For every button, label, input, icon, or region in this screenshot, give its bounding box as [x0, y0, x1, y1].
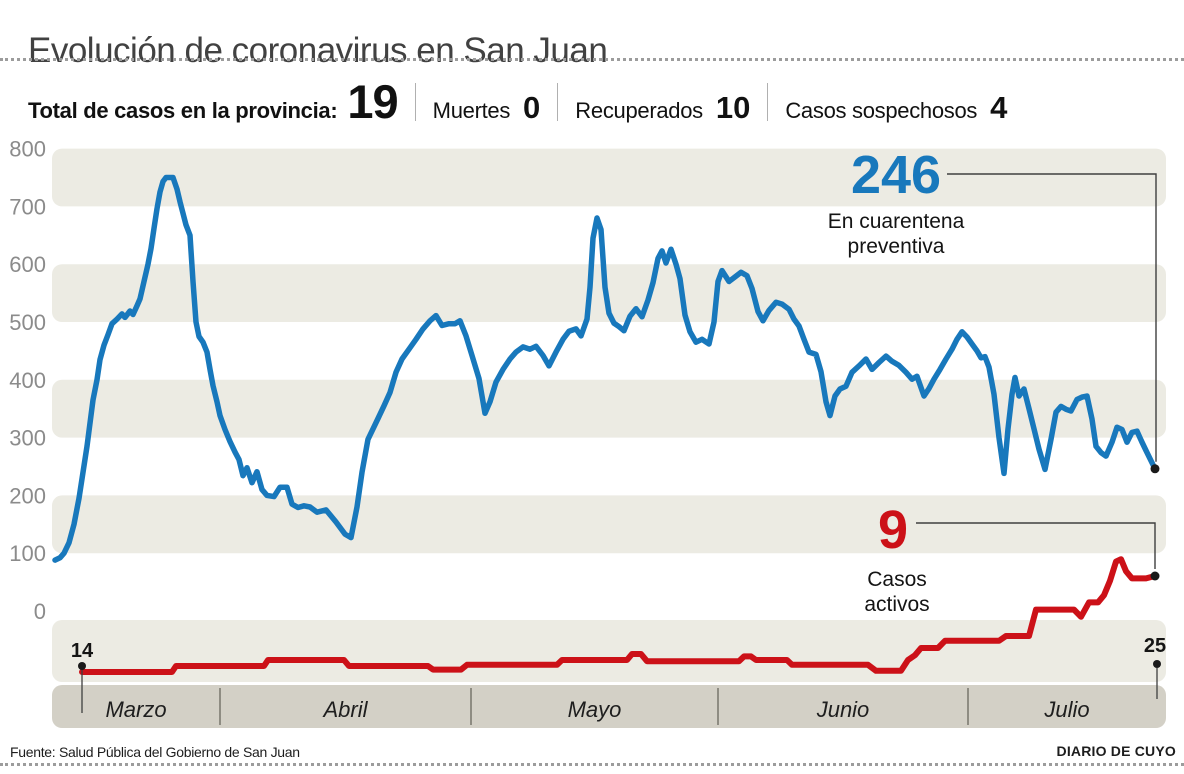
active-annotation-value: 9	[878, 500, 908, 560]
quarantine-annotation-label: En cuarentena	[828, 210, 965, 233]
month-label: Julio	[1043, 697, 1089, 722]
stats-separator	[557, 82, 559, 121]
active-endpoint-dot	[1150, 571, 1160, 581]
stats-separator	[414, 82, 416, 121]
active-cases-band	[52, 620, 1166, 682]
y-axis-tick-label: 0	[34, 599, 46, 624]
dotted-divider-bottom	[0, 763, 1184, 766]
quarantine-annotation-label: preventiva	[848, 235, 945, 258]
grid-stripe	[52, 495, 1166, 554]
month-label: Abril	[321, 697, 368, 722]
quarantine-leader-line	[947, 173, 1157, 462]
dotted-divider-top	[0, 58, 1184, 61]
source-note: Fuente: Salud Pública del Gobierno de Sa…	[10, 744, 300, 760]
active-annotation-label: activos	[864, 593, 929, 616]
y-axis-tick-label: 200	[9, 483, 46, 508]
deaths-label: Muertes	[432, 98, 511, 123]
grid-stripe	[52, 264, 1166, 322]
end-date-dot	[1153, 660, 1161, 668]
total-cases-value: 19	[347, 75, 398, 128]
recovered-label: Recuperados	[575, 98, 703, 123]
active-leader-line	[916, 522, 1156, 569]
end-date-label: 25	[1144, 635, 1166, 657]
month-label: Junio	[816, 697, 870, 722]
start-date-dot	[78, 662, 86, 670]
total-cases-label: Total de casos en la provincia:	[28, 98, 338, 123]
active-cases-line	[79, 556, 1158, 675]
y-axis-tick-label: 700	[9, 194, 46, 219]
active-annotation-label: Casos	[867, 568, 927, 591]
stats-separator	[767, 82, 769, 121]
y-axis-tick-label: 100	[9, 541, 46, 566]
y-axis-tick-label: 800	[9, 137, 46, 162]
y-axis-tick-label: 400	[9, 368, 46, 393]
quarantine-endpoint-dot	[1150, 464, 1160, 474]
quarantine-line	[52, 174, 1158, 563]
recovered-value: 10	[715, 90, 751, 125]
y-axis-tick-label: 300	[9, 426, 46, 451]
page-title: Evolución de coronavirus en San Juan	[28, 31, 608, 71]
publisher-credit: DIARIO DE CUYO	[1056, 743, 1176, 759]
suspected-label: Casos sospechosos	[785, 98, 978, 123]
y-axis-tick-label: 600	[9, 252, 46, 277]
month-axis-band	[52, 685, 1166, 728]
quarantine-annotation-value: 246	[851, 145, 941, 205]
grid-stripe	[52, 379, 1166, 438]
month-label: Mayo	[568, 697, 622, 722]
stats-bar: Total de casos en la provincia: 19 Muert…	[28, 74, 1007, 129]
deaths-value: 0	[523, 90, 541, 125]
month-label: Marzo	[105, 697, 166, 722]
grid-stripe	[52, 148, 1166, 207]
y-axis-tick-label: 500	[9, 310, 46, 335]
suspected-value: 4	[990, 90, 1008, 125]
start-date-label: 14	[71, 640, 94, 662]
